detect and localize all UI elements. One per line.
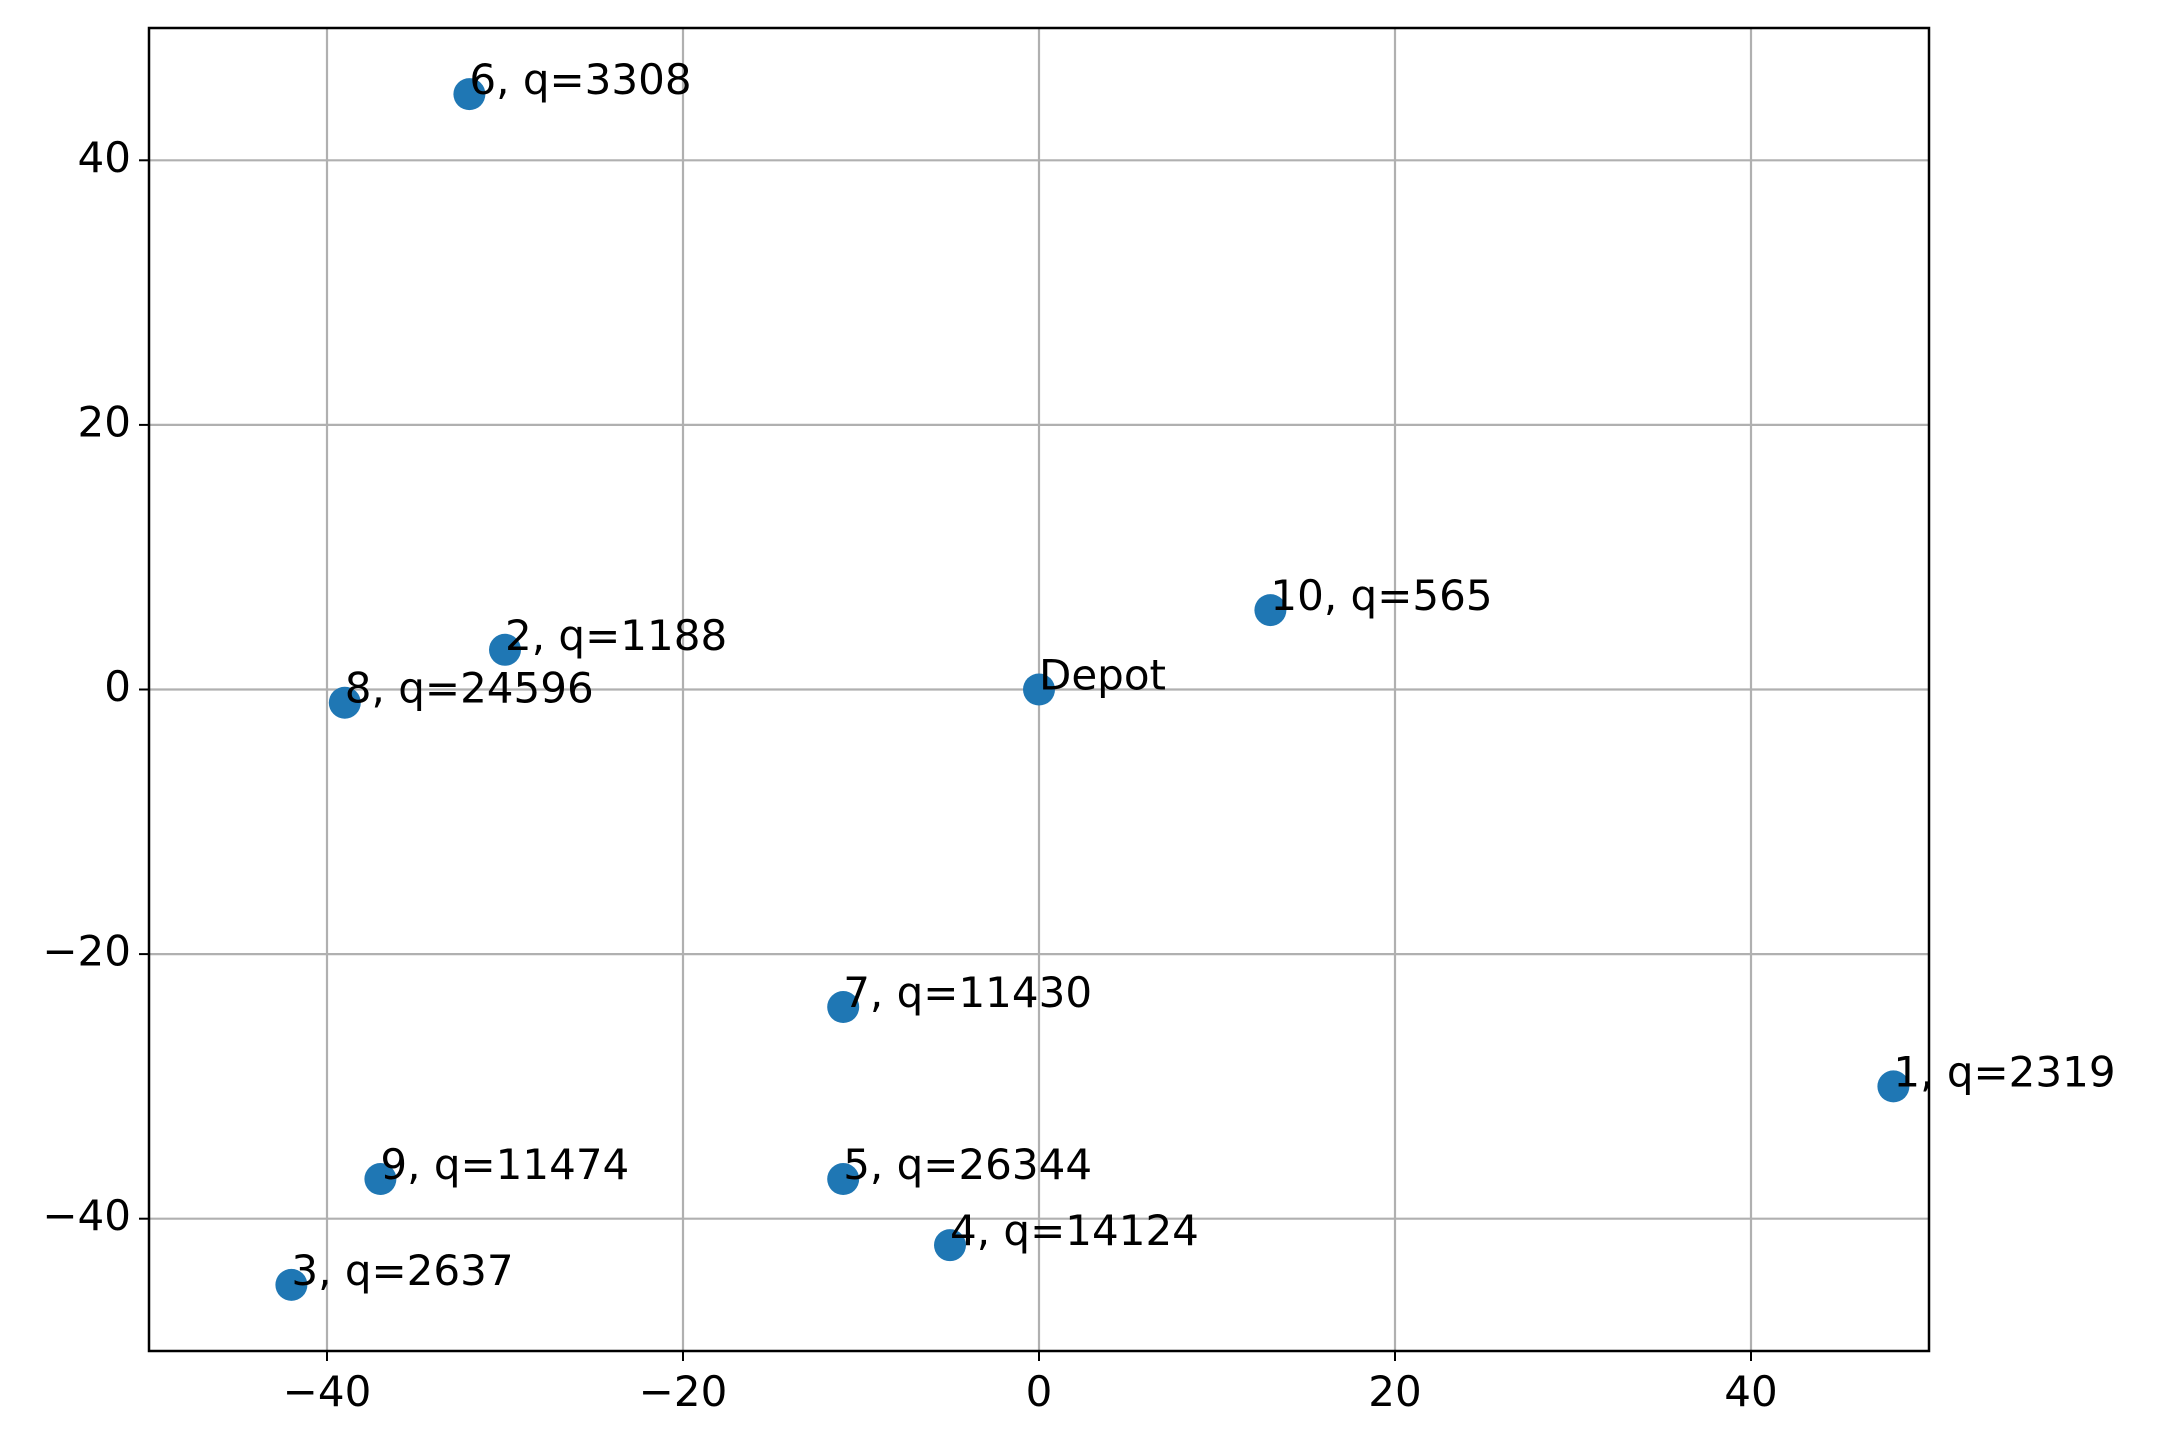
- point: [1254, 594, 1287, 627]
- point-label: 2, q=1188: [505, 611, 727, 660]
- point-label: 10, q=565: [1270, 571, 1492, 620]
- point-label: 4, q=14124: [950, 1206, 1199, 1255]
- point: [364, 1163, 397, 1196]
- x-tick-label: −40: [283, 1367, 372, 1416]
- point: [827, 1163, 860, 1196]
- point-label: Depot: [1039, 651, 1166, 700]
- x-tick-label: −20: [639, 1367, 728, 1416]
- plot-frame: [147, 26, 1931, 1353]
- point: [934, 1229, 966, 1262]
- y-tick-label: −20: [42, 927, 131, 976]
- point-label: 7, q=11430: [843, 968, 1092, 1017]
- point: [275, 1268, 308, 1301]
- y-tick-label: 20: [78, 397, 131, 446]
- point-label: 9, q=11474: [380, 1140, 629, 1189]
- x-tick-label: 40: [1724, 1367, 1777, 1416]
- point-label: 1, q=2319: [1893, 1047, 2115, 1096]
- point-label: 8, q=24596: [345, 664, 594, 713]
- point: [1877, 1070, 1910, 1103]
- point: [489, 633, 521, 666]
- point-label: 3, q=2637: [291, 1246, 513, 1295]
- y-tick-label: 40: [78, 133, 131, 182]
- x-tick-label: 20: [1368, 1367, 1421, 1416]
- point: [827, 991, 860, 1024]
- y-tick-label: 0: [104, 662, 131, 711]
- point-label: 6, q=3308: [469, 55, 691, 104]
- x-tick-label: 0: [1026, 1367, 1053, 1416]
- y-tick-label: −40: [42, 1191, 131, 1240]
- point-label: 5, q=26344: [843, 1140, 1092, 1189]
- point: [328, 686, 361, 719]
- point: [453, 78, 486, 111]
- point: [1023, 673, 1055, 706]
